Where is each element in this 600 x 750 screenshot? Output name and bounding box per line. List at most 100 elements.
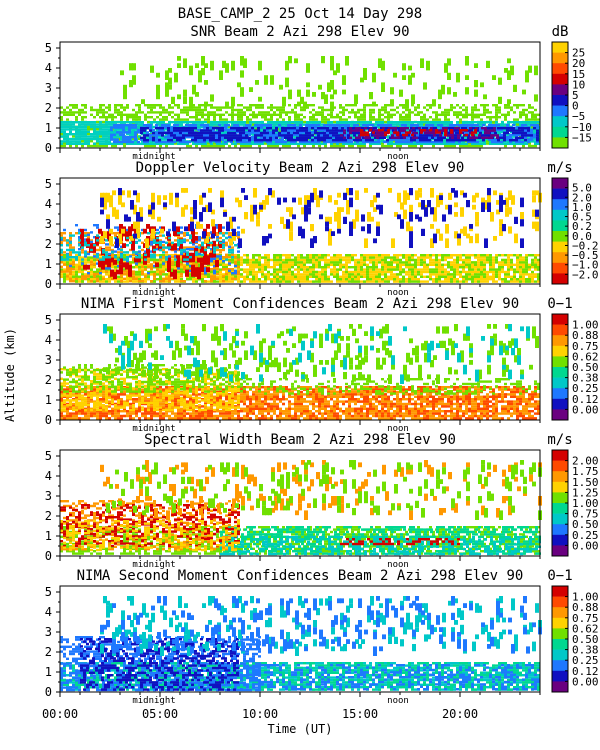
heatmap-cell (450, 145, 453, 147)
heatmap-cell (165, 118, 168, 120)
heatmap-cell (195, 116, 198, 118)
heatmap-cell (99, 116, 102, 118)
heatmap-cell (90, 128, 93, 130)
heatmap-cell (321, 111, 324, 113)
heatmap-cell (357, 121, 360, 123)
heatmap-cell (375, 121, 378, 123)
heatmap-cell (186, 145, 189, 147)
heatmap-cell (147, 121, 150, 123)
heatmap-cell (138, 104, 141, 106)
heatmap-cell (126, 106, 129, 108)
heatmap-cell (324, 109, 327, 111)
heatmap-cell (144, 104, 147, 106)
heatmap-cell (276, 121, 279, 123)
heatmap-cell (270, 104, 273, 106)
heatmap-cell (90, 126, 93, 128)
heatmap-cell (93, 133, 96, 135)
heatmap-cell (138, 123, 141, 125)
heatmap-cell (534, 116, 537, 118)
heatmap-cell (279, 121, 282, 123)
heatmap-cell (147, 106, 150, 108)
heatmap-cell (342, 109, 345, 111)
heatmap-cell (108, 109, 111, 111)
heatmap-cell (504, 116, 507, 118)
heatmap-cell (414, 109, 417, 111)
heatmap-cell (186, 109, 189, 111)
heatmap-cell (156, 111, 159, 113)
heatmap-cell (330, 145, 333, 147)
heatmap-cell (486, 111, 489, 113)
heatmap-cell (69, 104, 72, 106)
heatmap-cell (339, 116, 342, 118)
heatmap-cell (267, 121, 270, 123)
heatmap-cell (63, 133, 66, 135)
heatmap-cell (384, 106, 387, 108)
heatmap-cell (384, 116, 387, 118)
heatmap-cell (69, 138, 72, 140)
heatmap-cell (378, 118, 381, 120)
heatmap-cell (231, 106, 234, 108)
heatmap-cell (483, 114, 486, 116)
heatmap-cell (75, 135, 78, 137)
heatmap-cell (276, 114, 279, 116)
heatmap-cell (90, 121, 93, 123)
heatmap-cell (222, 145, 225, 147)
heatmap-cell (111, 116, 114, 118)
heatmap-cell (222, 121, 225, 123)
heatmap-cell (90, 106, 93, 108)
heatmap-cell (522, 145, 525, 147)
heatmap-cell (63, 131, 66, 133)
heatmap-cell (282, 106, 285, 108)
heatmap-cell (120, 118, 123, 120)
heatmap-cell (63, 135, 66, 137)
heatmap-cell (189, 116, 192, 118)
heatmap-cell (225, 106, 228, 108)
heatmap-cell (186, 121, 189, 123)
heatmap-cell (171, 116, 174, 118)
heatmap-cell (81, 138, 84, 140)
heatmap-cell (243, 111, 246, 113)
heatmap-cell (153, 118, 156, 120)
heatmap-cell (78, 138, 81, 140)
heatmap-cell (222, 118, 225, 120)
heatmap-cell (420, 145, 423, 147)
heatmap-cell (471, 116, 474, 118)
heatmap-cell (447, 114, 450, 116)
heatmap-cell (525, 109, 528, 111)
heatmap-cell (330, 111, 333, 113)
heatmap-cell (75, 133, 78, 135)
heatmap-cell (102, 104, 105, 106)
heatmap-cell (285, 145, 288, 147)
heatmap-cell (93, 109, 96, 111)
heatmap-cell (405, 121, 408, 123)
heatmap-cell (159, 106, 162, 108)
figure-title: BASE_CAMP_2 25 Oct 14 Day 298 (178, 6, 422, 22)
heatmap-cell (210, 121, 213, 123)
heatmap-cell (87, 121, 90, 123)
heatmap-cell (408, 111, 411, 113)
heatmap-cell (357, 109, 360, 111)
heatmap-cell (414, 114, 417, 116)
heatmap-cell (99, 109, 102, 111)
heatmap-cell (456, 114, 459, 116)
heatmap-cell (177, 121, 180, 123)
heatmap-cell (231, 111, 234, 113)
heatmap-cell (120, 116, 123, 118)
heatmap-cell (219, 121, 222, 123)
heatmap-cell (282, 145, 285, 147)
heatmap-cell (393, 109, 396, 111)
heatmap-cell (249, 104, 252, 106)
heatmap-cell (351, 111, 354, 113)
heatmap-cell (345, 104, 348, 106)
heatmap-cell (150, 106, 153, 108)
heatmap-cell (504, 145, 507, 147)
heatmap-cell (321, 114, 324, 116)
heatmap-cell (96, 114, 99, 116)
heatmap-cell (84, 143, 87, 145)
heatmap-cell (69, 109, 72, 111)
heatmap-cell (228, 114, 231, 116)
heatmap-cell (435, 114, 438, 116)
heatmap-cell (240, 116, 243, 118)
heatmap-cell (318, 121, 321, 123)
heatmap-cell (405, 116, 408, 118)
